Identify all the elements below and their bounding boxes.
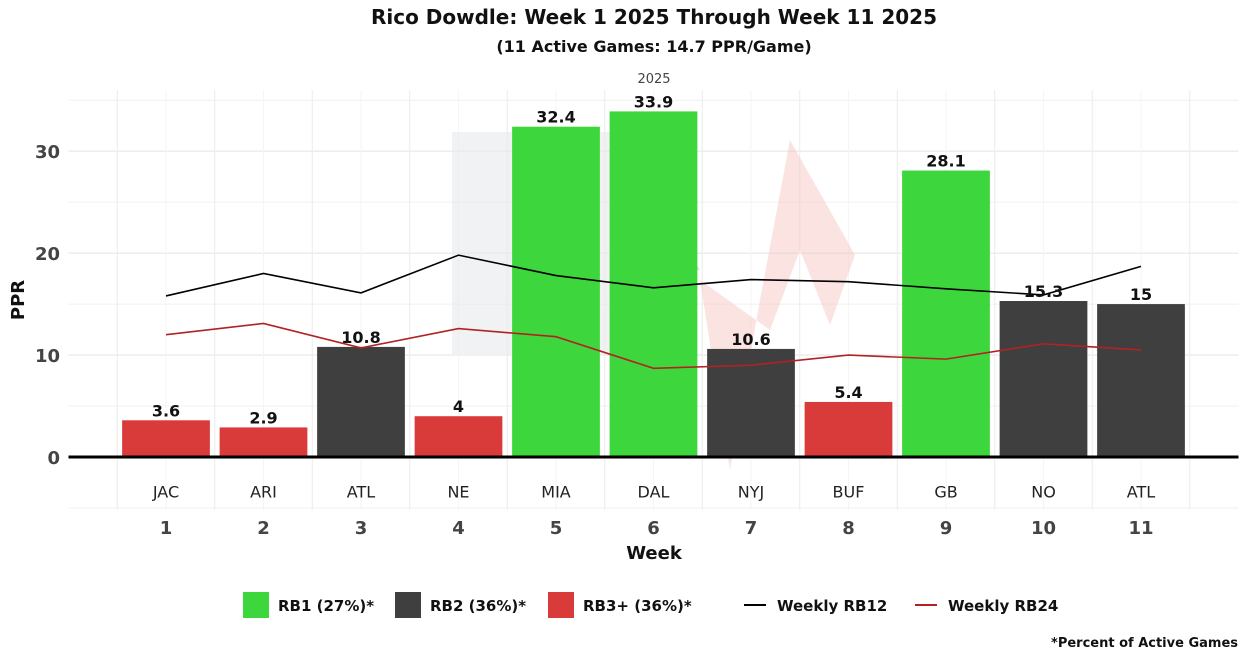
opponent-label: BUF (833, 483, 865, 502)
opponent-label: NE (447, 483, 469, 502)
x-tick-label: 4 (452, 518, 465, 539)
footnote: *Percent of Active Games (1051, 636, 1238, 651)
line-weekly-rb24 (165, 322, 1142, 370)
line-weekly-rb12 (165, 254, 1142, 297)
data-label: 33.9 (634, 92, 673, 111)
legend-label: RB3+ (36%)* (583, 597, 692, 615)
x-tick-label: 3 (355, 518, 368, 539)
x-tick-label: 10 (1031, 518, 1056, 539)
bar-week-2 (219, 427, 308, 457)
y-tick-label: 30 (35, 142, 60, 163)
opponent-label: GB (934, 483, 957, 502)
legend-swatch-rb3-plus (548, 592, 574, 618)
opponent-label: ATL (1127, 483, 1155, 502)
opponent-label: NO (1031, 483, 1056, 502)
data-label: 10.6 (731, 330, 770, 349)
data-labels: 3.6 JAC 2.9 ARI 10.8 ATL 4 NE 32.4 MIA 33.9 DAL 10.6… (152, 92, 1155, 501)
x-tick-label: 9 (940, 518, 953, 539)
bar-week-11 (1097, 304, 1185, 457)
chart-title: Rico Dowdle: Week 1 2025 Through Week 11… (371, 5, 937, 29)
strip-label: 2025 (637, 72, 670, 87)
data-label: 10.8 (341, 328, 380, 347)
data-label: 15 (1130, 285, 1152, 304)
bar-week-8 (804, 401, 893, 457)
x-tick-label: 8 (842, 518, 855, 539)
opponent-label: JAC (152, 483, 179, 502)
data-label: 4 (453, 397, 464, 416)
legend-label: RB2 (36%)* (430, 597, 526, 615)
axes: 1 2 3 4 5 6 7 8 9 10 11 0 10 20 30 (35, 142, 1239, 539)
opponent-label: DAL (638, 483, 670, 502)
y-tick-label: 0 (47, 448, 60, 469)
data-label: 5.4 (834, 383, 862, 402)
data-label: 3.6 (152, 401, 180, 420)
x-axis-title: Week (626, 543, 683, 564)
opponent-label: ARI (250, 483, 277, 502)
x-tick-label: 7 (745, 518, 758, 539)
opponent-label: ATL (347, 483, 375, 502)
y-tick-label: 20 (35, 244, 60, 265)
bar-week-1 (122, 420, 210, 457)
opponent-label: NYJ (738, 483, 764, 502)
bar-week-5 (512, 126, 600, 457)
legend-label: RB1 (27%)* (278, 597, 374, 615)
x-tick-label: 6 (647, 518, 660, 539)
x-tick-label: 5 (550, 518, 563, 539)
x-tick-label: 1 (160, 518, 173, 539)
y-tick-label: 10 (35, 346, 60, 367)
opponent-label: MIA (541, 483, 571, 502)
legend-swatch-rb2 (395, 592, 421, 618)
bars (122, 111, 1185, 457)
bar-week-4 (414, 416, 503, 457)
legend-label: Weekly RB12 (777, 597, 887, 615)
data-label: 15.3 (1024, 282, 1063, 301)
bar-week-9 (902, 170, 990, 457)
x-tick-label: 11 (1128, 518, 1153, 539)
y-axis-title: PPR (8, 280, 29, 320)
bar-week-3 (317, 346, 405, 457)
data-label: 2.9 (249, 408, 277, 427)
legend-label: Weekly RB24 (948, 597, 1058, 615)
data-label: 28.1 (926, 152, 965, 171)
chart-subtitle: (11 Active Games: 14.7 PPR/Game) (496, 37, 811, 56)
legend-swatch-rb1 (243, 592, 269, 618)
legend: RB1 (27%)* RB2 (36%)* RB3+ (36%)* Weekly RB… (243, 592, 1058, 618)
x-tick-label: 2 (257, 518, 270, 539)
bar-week-10 (999, 301, 1088, 457)
reference-lines (165, 254, 1142, 370)
data-label: 32.4 (536, 108, 575, 127)
